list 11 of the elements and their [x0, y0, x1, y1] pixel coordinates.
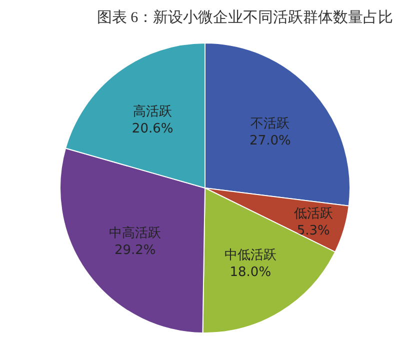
- data-label: 18.0%: [230, 265, 272, 280]
- data-label: 29.2%: [114, 242, 156, 258]
- data-label: 5.3%: [296, 223, 330, 238]
- chart-title: 图表 6：新设小微企业不同活跃群体数量占比: [96, 9, 394, 26]
- data-label: 27.0%: [250, 133, 291, 148]
- slice-label: 不活跃: [250, 116, 290, 132]
- slice-label: 高活跃: [133, 104, 172, 120]
- slice-label: 中低活跃: [224, 248, 276, 264]
- slice-label: 中高活跃: [109, 224, 162, 241]
- slice-label: 低活跃: [294, 206, 333, 222]
- data-label: 20.6%: [132, 122, 174, 137]
